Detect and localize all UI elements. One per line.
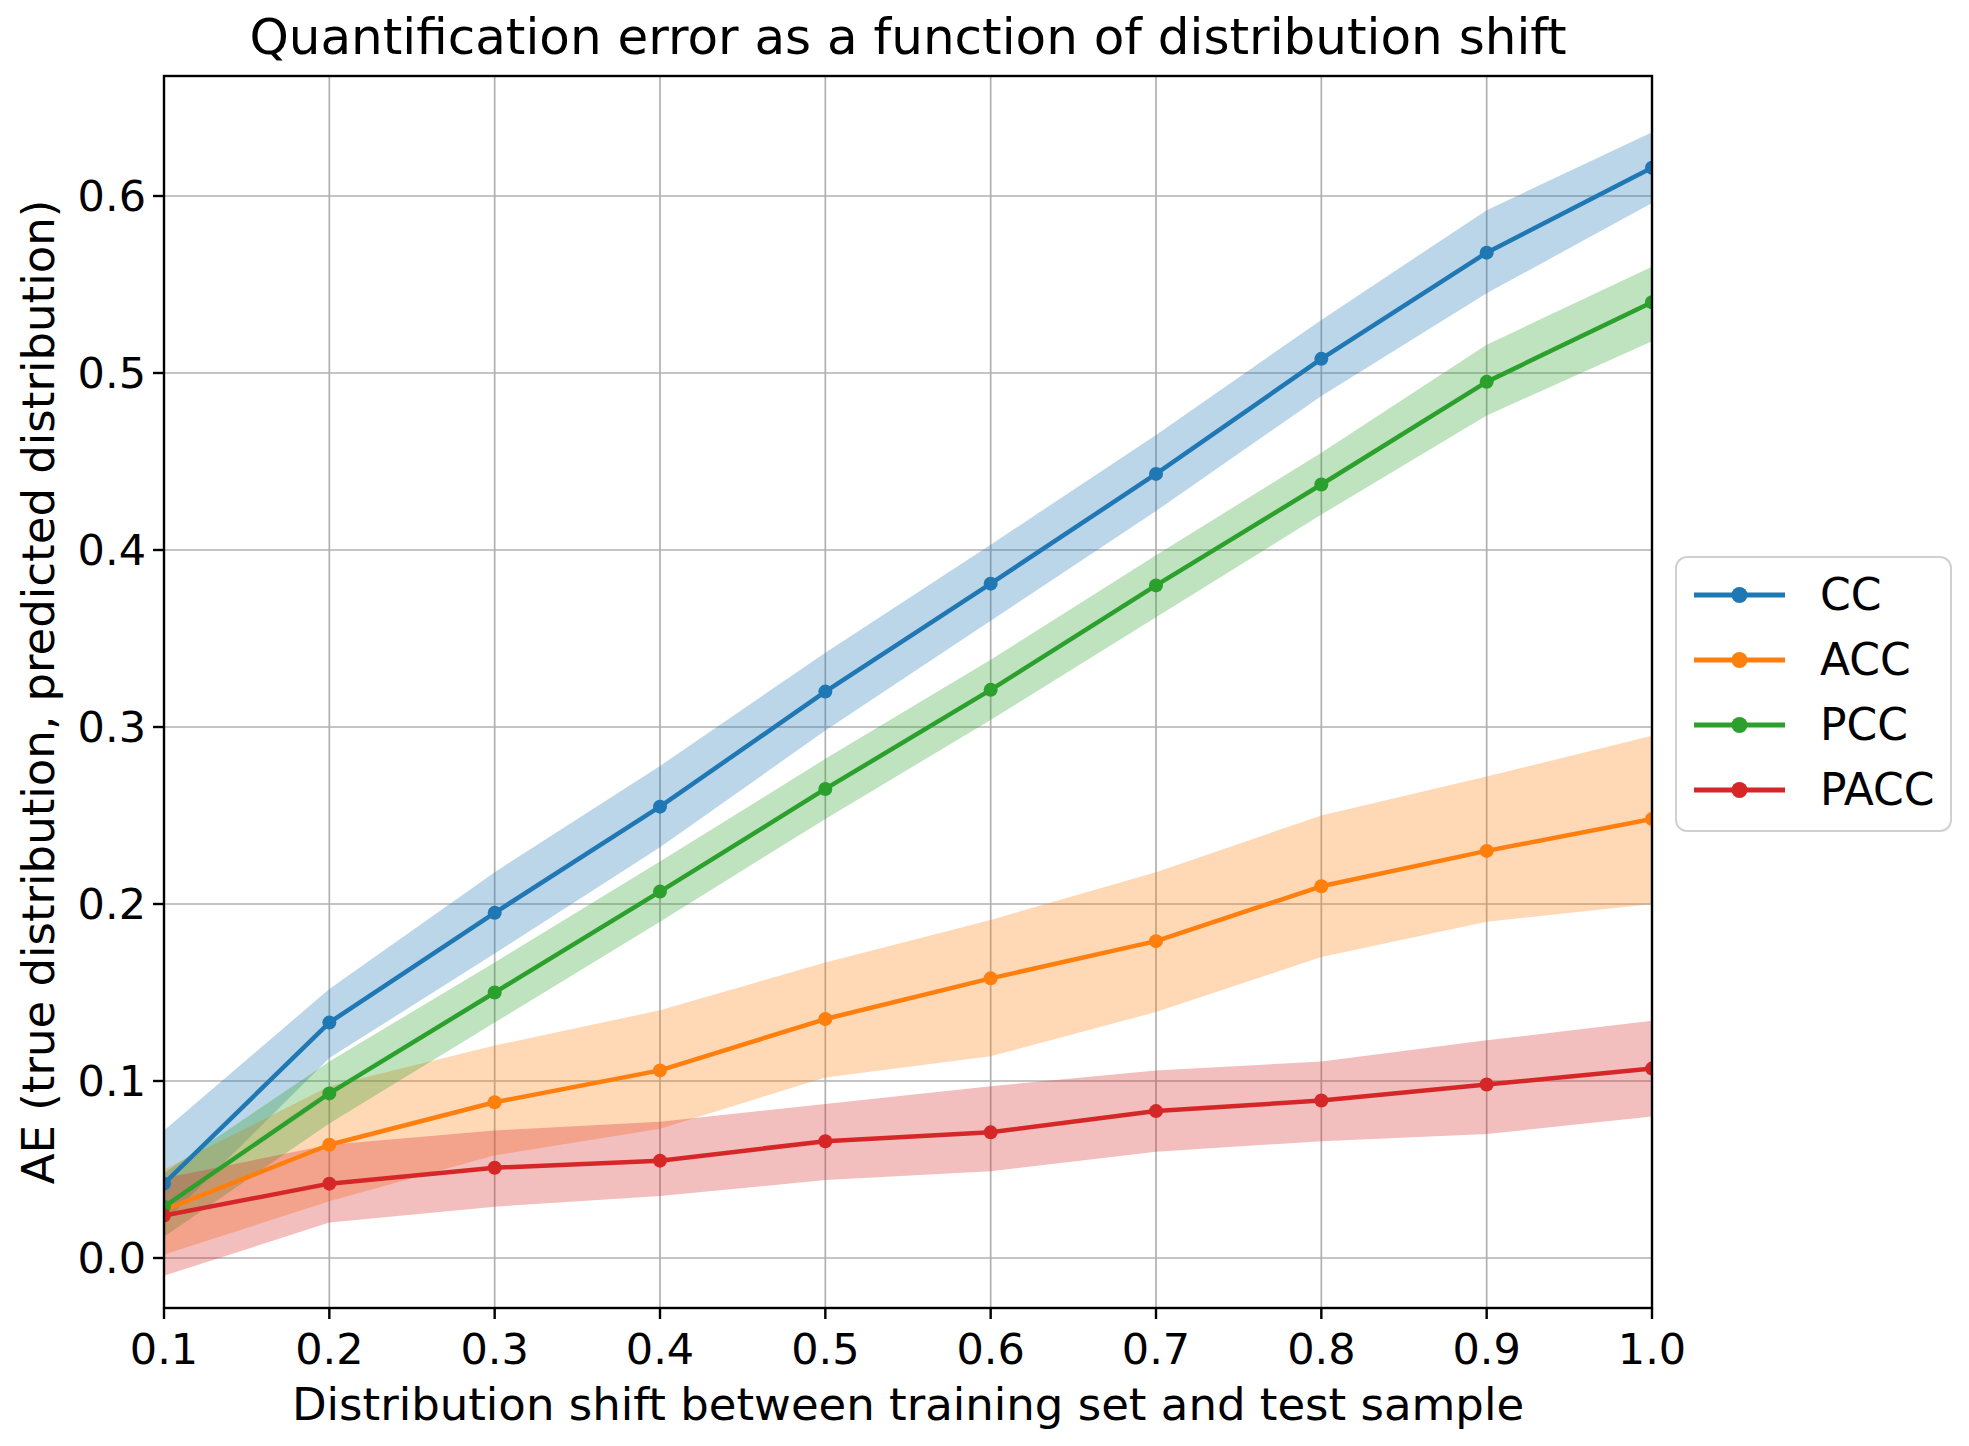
data-point-cc: [488, 906, 502, 920]
data-point-acc: [1314, 879, 1328, 893]
data-point-cc: [818, 685, 832, 699]
x-tick-label: 0.4: [626, 1324, 694, 1374]
plot-area: 0.1 0.2 0.3 0.4 0.5 0.6 0.7 0.8 0.9 1.0 0.0 0.1 0.2 0…: [0, 0, 1969, 1446]
legend-item-pcc: PCC: [1677, 692, 1950, 757]
data-point-acc: [1480, 844, 1494, 858]
data-point-pcc: [322, 1086, 336, 1100]
legend-item-acc: ACC: [1677, 627, 1950, 692]
legend-line-pcc-icon: [1692, 713, 1787, 737]
data-point-acc: [1149, 934, 1163, 948]
data-point-pacc: [984, 1125, 998, 1139]
legend: CC ACC PCC PACC: [1675, 556, 1952, 832]
data-point-acc: [653, 1063, 667, 1077]
y-tick-label: 0.5: [78, 348, 146, 398]
x-tick-label: 0.3: [460, 1324, 528, 1374]
data-point-cc: [653, 800, 667, 814]
legend-line-cc-icon: [1692, 583, 1787, 607]
data-point-cc: [1314, 352, 1328, 366]
y-tick-label: 0.3: [78, 702, 146, 752]
data-point-acc: [818, 1012, 832, 1026]
data-point-acc: [984, 971, 998, 985]
data-point-pacc: [1149, 1104, 1163, 1118]
y-axis-label: AE (true distribution, predicted distrib…: [12, 200, 65, 1185]
data-point-cc: [984, 577, 998, 591]
data-point-pcc: [653, 885, 667, 899]
data-point-pcc: [1149, 578, 1163, 592]
data-point-pacc: [1314, 1093, 1328, 1107]
data-point-pacc: [488, 1161, 502, 1175]
chart-title: Quantification error as a function of di…: [164, 10, 1652, 65]
data-point-pacc: [322, 1177, 336, 1191]
legend-line-acc-icon: [1692, 648, 1787, 672]
data-point-pcc: [1480, 375, 1494, 389]
y-tick-label: 0.0: [78, 1233, 146, 1283]
data-point-pacc: [653, 1154, 667, 1168]
data-point-acc: [322, 1138, 336, 1152]
y-tick-label: 0.6: [78, 171, 146, 221]
x-tick-label: 0.7: [1122, 1324, 1190, 1374]
x-tick-label: 0.8: [1287, 1324, 1355, 1374]
data-point-pcc: [488, 986, 502, 1000]
data-point-pcc: [1314, 478, 1328, 492]
data-point-pcc: [818, 782, 832, 796]
x-axis-label: Distribution shift between training set …: [164, 1378, 1652, 1431]
data-point-acc: [488, 1095, 502, 1109]
legend-item-cc: CC: [1677, 562, 1950, 627]
quantification-error-figure: 0.1 0.2 0.3 0.4 0.5 0.6 0.7 0.8 0.9 1.0 0.0 0.1 0.2 0…: [0, 0, 1969, 1446]
legend-label: CC: [1820, 569, 1881, 620]
y-tick-label: 0.2: [78, 879, 146, 929]
data-point-cc: [1149, 467, 1163, 481]
x-tick-label: 0.1: [130, 1324, 198, 1374]
legend-label: ACC: [1820, 634, 1911, 685]
data-point-cc: [322, 1016, 336, 1030]
legend-item-pacc: PACC: [1677, 757, 1950, 822]
legend-label: PCC: [1820, 699, 1908, 750]
y-tick-label: 0.4: [78, 525, 146, 575]
x-tick-label: 0.6: [956, 1324, 1024, 1374]
x-tick-label: 0.5: [791, 1324, 859, 1374]
data-point-pacc: [1480, 1078, 1494, 1092]
legend-line-pacc-icon: [1692, 778, 1787, 802]
legend-label: PACC: [1820, 764, 1935, 815]
data-point-cc: [1480, 246, 1494, 260]
x-tick-label: 1.0: [1618, 1324, 1686, 1374]
data-point-pcc: [984, 683, 998, 697]
y-tick-label: 0.1: [78, 1056, 146, 1106]
x-tick-label: 0.9: [1452, 1324, 1520, 1374]
x-tick-label: 0.2: [295, 1324, 363, 1374]
data-point-pacc: [818, 1134, 832, 1148]
